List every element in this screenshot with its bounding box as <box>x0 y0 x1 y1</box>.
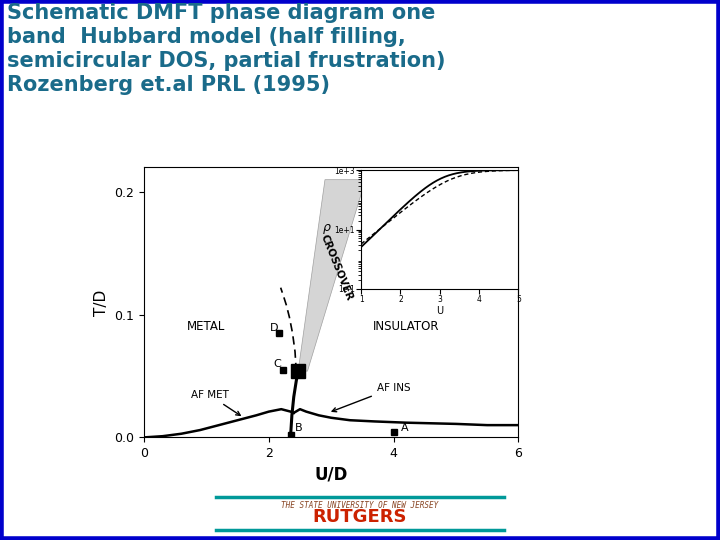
Text: A: A <box>401 423 409 433</box>
Text: METAL: METAL <box>187 320 225 333</box>
Polygon shape <box>298 180 366 371</box>
Text: AF MET: AF MET <box>191 390 240 415</box>
Y-axis label: T/D: T/D <box>94 289 109 315</box>
X-axis label: U/D: U/D <box>315 465 348 484</box>
Text: THE STATE UNIVERSITY OF NEW JERSEY: THE STATE UNIVERSITY OF NEW JERSEY <box>282 501 438 510</box>
Text: C: C <box>274 360 282 369</box>
Text: B: B <box>294 423 302 433</box>
Text: Schematic DMFT phase diagram one
band  Hubbard model (half filling,
semicircular: Schematic DMFT phase diagram one band Hu… <box>7 3 446 94</box>
Text: RUTGERS: RUTGERS <box>312 508 408 525</box>
Text: AF INS: AF INS <box>332 383 410 412</box>
Text: INSULATOR: INSULATOR <box>373 320 439 333</box>
Text: CROSSOVER: CROSSOVER <box>318 233 354 302</box>
Text: D: D <box>270 322 279 333</box>
